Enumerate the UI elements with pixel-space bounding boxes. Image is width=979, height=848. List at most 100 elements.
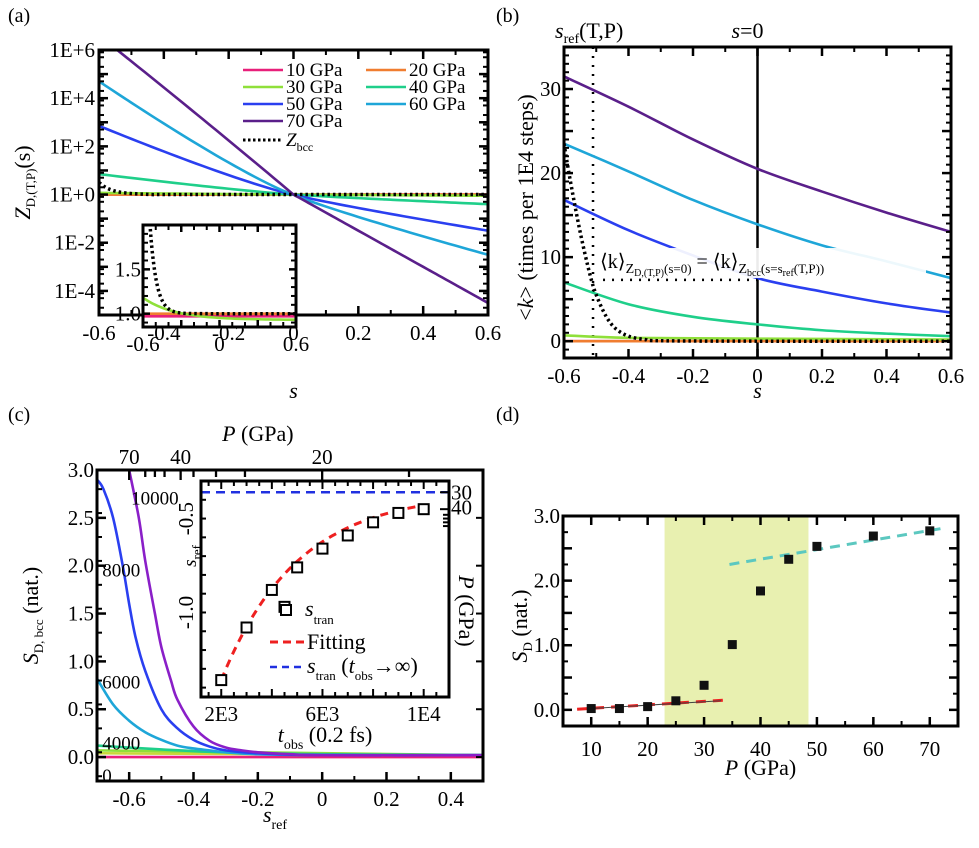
x-tick-label: -0.6 [82,321,115,345]
data-point [586,704,596,714]
x-tick-label: 0.2 [809,364,835,388]
legend-label-s-tran: stran [305,596,334,627]
series-line-40-gpa [99,172,488,206]
inset-x-tick-label: -0.6 [126,332,159,356]
panel-b-curves [564,47,951,358]
x-tick-label: -0.4 [612,364,646,388]
data-point [699,680,709,690]
series-line-z_bcc [99,181,488,197]
legend: 10 GPa 20 GPa 30 GPa 40 GPa 50 GPa 60 GPa 70 G… [243,60,466,154]
inset-right-axis-title: P (GPa) [454,574,479,647]
equation-background [598,248,926,278]
data-point [417,503,430,516]
x-tick-label: 0.4 [410,321,437,345]
legend-label: 30 GPa [286,77,343,98]
series-line-z_bcc [564,143,951,343]
x-tick-label: -0.2 [676,364,709,388]
x-tick-label: 0.2 [345,321,371,345]
x-tick-label: 20 [637,737,658,761]
legend-label-fitting: Fitting [307,629,366,654]
fit-guide-line [591,700,722,710]
data-point [265,583,278,596]
s-zero-annotation: s=0 [732,18,764,43]
y-tick-label: 1.0 [68,649,94,673]
y-axis-title: SD (nat.) [507,590,535,663]
x-tick-label: 0.4 [438,787,465,811]
inset-x-tick-label: 0.6 [283,332,309,356]
curve-label-4000: 4000 [102,734,140,755]
curve-label-10000: 10000 [131,489,179,510]
legend-marker-square [280,604,292,616]
y-tick-label: 0.0 [68,745,94,769]
series-line-40-gpa [564,281,951,338]
data-point [756,586,765,596]
y-tick-label: 2.0 [68,554,94,578]
data-point [925,526,935,536]
inset-y-tick-label: -0.5 [174,502,198,535]
series-line-50-gpa [564,198,951,314]
x-tick-label: 30 [694,737,715,761]
equation-annotation: ⟨k⟩ZD,(T,P)(s=0) = ⟨k⟩Zbcc(s=sref(T,P)) [600,251,824,279]
series-line-70-gpa [115,50,488,305]
sref-annotation: sref(T,P) [555,18,623,47]
y-axis-title: ZD,(T,P)(s) [10,145,38,219]
panel-c-curves [97,470,483,759]
inset-background [143,225,296,327]
inset-x-tick-label: 6E3 [306,702,340,726]
data-point [367,516,380,529]
data-point [215,674,228,687]
y-tick-label: 1E+2 [49,134,95,158]
x-axis-title: s [753,378,762,403]
inset-y-tick-label: 1.5 [115,257,141,281]
x-tick-label: 0 [752,364,763,388]
top-axis-tick-label: 40 [170,445,191,469]
legend-label: Zbcc [286,130,313,154]
inset-right-tick-label: 40 [451,495,472,519]
y-tick-label: 0 [551,329,562,353]
data-point [240,621,253,634]
inset-y-axis-title: sref [180,544,204,567]
panel-d-chart: 10 20 30 40 50 60 70 3.0 2.0 1.0 0.0 P (GPa) SD (nat… [507,504,960,780]
y-tick-label: 0.0 [534,698,560,722]
top-axis-tick-label: 70 [119,445,140,469]
data-point [291,561,304,574]
y-tick-label: 2.5 [68,506,94,530]
x-axis-title: sref [263,802,287,833]
panel-label-c: (c) [8,404,30,426]
legend-label: 20 GPa [409,60,466,81]
x-tick-label: 40 [750,737,771,761]
x-tick-label: -0.4 [177,787,211,811]
data-point [341,529,354,542]
legend-label: 40 GPa [409,77,466,98]
fit-curve [219,503,424,681]
shaded-transition-region [664,516,809,726]
inset-x-tick-label: 1E4 [407,702,441,726]
series-line-30-gpa [564,334,951,341]
inset-y-tick-label: -1.0 [174,596,198,629]
inset-curves [143,225,296,322]
legend-label: 10 GPa [286,60,343,81]
data-point [727,640,737,650]
panel-b-chart: sref(T,P) s=0 ⟨k⟩ZD,(T,P)(s=0) = ⟨k⟩Zbcc(s… [513,18,964,403]
x-tick-label: 0 [288,321,299,345]
y-tick-label: 0.5 [68,697,94,721]
data-point [812,541,822,551]
y-tick-label: 3.0 [68,458,94,482]
inset-x-axis-title: tobs (0.2 fs) [278,722,373,753]
legend-label: 70 GPa [286,111,343,132]
inset-content [201,491,449,687]
x-tick-label: -0.6 [113,787,146,811]
data-point [671,696,681,706]
y-axis-title: <k> (times per 1E4 steps) [513,94,538,320]
y-tick-label: 3.0 [534,504,560,528]
series-line-70-gpa [564,75,951,234]
y-tick-label: 1.0 [534,633,560,657]
inset-x-tick-label: 0 [214,332,225,356]
inset-y-tick-label: 1.0 [115,302,141,326]
y-tick-label: 10 [540,245,561,269]
curve-label-6000: 6000 [102,672,140,693]
panel-a-chart: -0.6 -0.4 -0.2 0 0.2 0.4 0.61E+61E+41E+21E+01E… [10,38,501,403]
panel-label-a: (a) [8,5,30,27]
data-point [868,531,878,541]
